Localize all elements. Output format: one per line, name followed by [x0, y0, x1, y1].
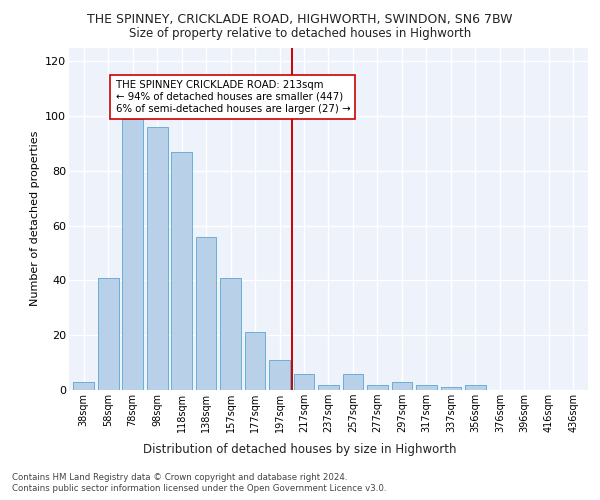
- Bar: [416, 384, 437, 390]
- Text: Size of property relative to detached houses in Highworth: Size of property relative to detached ho…: [129, 28, 471, 40]
- Bar: [343, 374, 364, 390]
- Bar: [465, 384, 486, 390]
- Text: Contains HM Land Registry data © Crown copyright and database right 2024.: Contains HM Land Registry data © Crown c…: [12, 472, 347, 482]
- Bar: [440, 388, 461, 390]
- Bar: [367, 384, 388, 390]
- Bar: [392, 382, 412, 390]
- Bar: [269, 360, 290, 390]
- Text: THE SPINNEY, CRICKLADE ROAD, HIGHWORTH, SWINDON, SN6 7BW: THE SPINNEY, CRICKLADE ROAD, HIGHWORTH, …: [87, 12, 513, 26]
- Bar: [147, 127, 167, 390]
- Bar: [318, 384, 339, 390]
- Y-axis label: Number of detached properties: Number of detached properties: [29, 131, 40, 306]
- Bar: [73, 382, 94, 390]
- Bar: [293, 374, 314, 390]
- Text: Distribution of detached houses by size in Highworth: Distribution of detached houses by size …: [143, 442, 457, 456]
- Bar: [196, 236, 217, 390]
- Text: Contains public sector information licensed under the Open Government Licence v3: Contains public sector information licen…: [12, 484, 386, 493]
- Bar: [171, 152, 192, 390]
- Bar: [220, 278, 241, 390]
- Bar: [122, 118, 143, 390]
- Bar: [98, 278, 119, 390]
- Bar: [245, 332, 265, 390]
- Text: THE SPINNEY CRICKLADE ROAD: 213sqm
← 94% of detached houses are smaller (447)
6%: THE SPINNEY CRICKLADE ROAD: 213sqm ← 94%…: [116, 80, 350, 114]
